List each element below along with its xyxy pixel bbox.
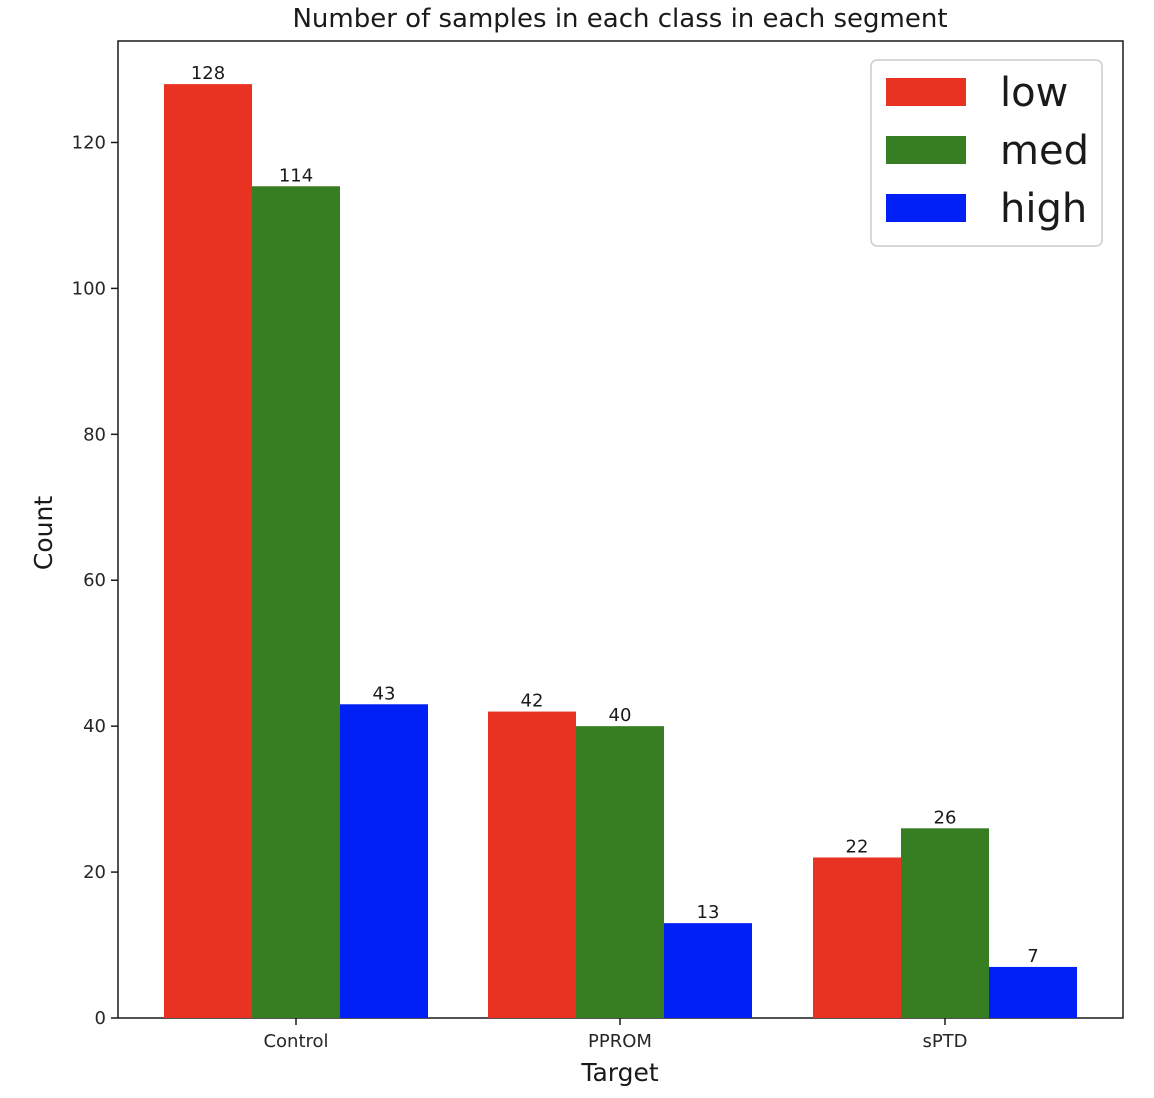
- bar-value-label: 42: [521, 691, 544, 712]
- bar-value-label: 26: [934, 807, 957, 828]
- y-tick-label: 20: [83, 862, 106, 883]
- bars: [164, 84, 1077, 1019]
- x-tick-label: sPTD: [922, 1031, 967, 1052]
- y-tick-label: 80: [83, 424, 106, 445]
- x-axis-title: Target: [580, 1058, 659, 1087]
- bar-low: [164, 84, 252, 1018]
- bar-high: [340, 704, 428, 1018]
- x-tick-label: Control: [263, 1031, 328, 1052]
- x-tick-label: PPROM: [588, 1031, 652, 1052]
- legend-swatch-high: [886, 194, 966, 222]
- y-axis: 0 20 40 60 80 100 120: [72, 132, 118, 1029]
- bar-value-label: 43: [373, 683, 396, 704]
- y-tick-label: 100: [72, 278, 106, 299]
- bar-low: [813, 857, 901, 1018]
- bar-high: [989, 966, 1077, 1018]
- bar-value-label: 13: [697, 902, 720, 923]
- bar-value-labels: 128 42 22 114 40 26 43 13 7: [191, 63, 1039, 967]
- y-tick-label: 0: [95, 1008, 106, 1029]
- legend: low med high: [870, 59, 1103, 247]
- legend-label-med: med: [1000, 128, 1089, 174]
- bar-value-label: 40: [609, 705, 632, 726]
- bar-med: [576, 726, 664, 1018]
- bar-med: [901, 828, 989, 1018]
- bar-value-label: 128: [191, 63, 225, 84]
- legend-label-high: high: [1000, 186, 1087, 232]
- bar-value-label: 7: [1027, 946, 1038, 967]
- y-tick-label: 40: [83, 716, 106, 737]
- x-axis: Control PPROM sPTD: [263, 1018, 968, 1052]
- bar-low: [488, 711, 576, 1018]
- bar-value-label: 22: [846, 836, 869, 857]
- y-axis-title: Count: [29, 496, 58, 570]
- y-tick-label: 60: [83, 570, 106, 591]
- legend-label-low: low: [1000, 70, 1068, 116]
- chart-title: Number of samples in each class in each …: [292, 4, 947, 34]
- legend-swatch-low: [886, 78, 966, 106]
- y-tick-label: 120: [72, 132, 106, 153]
- bar-value-label: 114: [279, 165, 313, 186]
- bar-med: [252, 186, 340, 1019]
- legend-swatch-med: [886, 136, 966, 164]
- bar-high: [664, 923, 752, 1018]
